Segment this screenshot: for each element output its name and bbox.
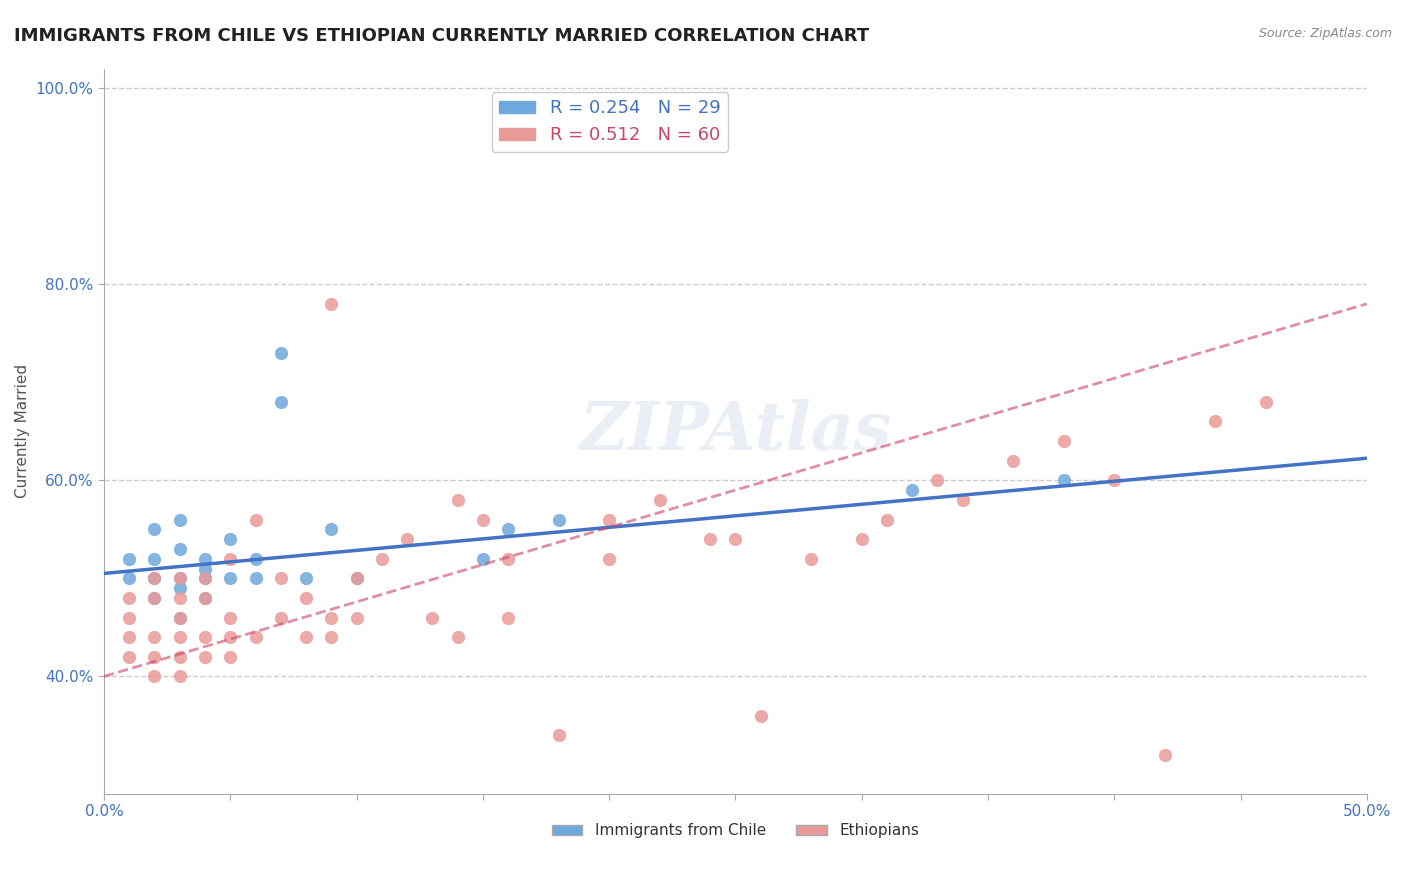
Point [270, 571, 292, 585]
Point [219, 532, 242, 546]
Point [143, 591, 166, 605]
Point [169, 571, 191, 585]
Point [118, 610, 141, 624]
Text: IMMIGRANTS FROM CHILE VS ETHIOPIAN CURRENTLY MARRIED CORRELATION CHART: IMMIGRANTS FROM CHILE VS ETHIOPIAN CURRE… [14, 27, 869, 45]
Point [169, 630, 191, 644]
Point [952, 492, 974, 507]
Point [851, 532, 873, 546]
Point [219, 649, 242, 664]
Point [699, 532, 721, 546]
Point [169, 669, 191, 683]
Point [876, 512, 898, 526]
Point [547, 512, 569, 526]
Point [598, 512, 620, 526]
Point [118, 571, 141, 585]
Point [194, 571, 217, 585]
Point [169, 649, 191, 664]
Point [927, 473, 949, 487]
Point [901, 483, 924, 497]
Point [270, 346, 292, 360]
Point [143, 571, 166, 585]
Point [143, 649, 166, 664]
Point [295, 630, 318, 644]
Point [169, 581, 191, 595]
Point [295, 591, 318, 605]
Point [118, 649, 141, 664]
Point [295, 571, 318, 585]
Point [143, 551, 166, 566]
Point [1102, 473, 1125, 487]
Point [346, 571, 368, 585]
Point [496, 522, 519, 536]
Point [169, 541, 191, 556]
Point [118, 551, 141, 566]
Point [749, 708, 772, 723]
Point [245, 571, 267, 585]
Point [169, 571, 191, 585]
Point [446, 492, 468, 507]
Point [245, 551, 267, 566]
Point [194, 551, 217, 566]
Point [245, 512, 267, 526]
Point [1254, 395, 1277, 409]
Point [169, 610, 191, 624]
Point [143, 522, 166, 536]
Point [1153, 747, 1175, 762]
Point [143, 591, 166, 605]
Point [194, 591, 217, 605]
Text: Source: ZipAtlas.com: Source: ZipAtlas.com [1258, 27, 1392, 40]
Point [143, 630, 166, 644]
Point [245, 630, 267, 644]
Point [724, 532, 747, 546]
Point [1002, 453, 1025, 467]
Point [800, 551, 823, 566]
Point [270, 610, 292, 624]
Point [270, 395, 292, 409]
Point [471, 551, 494, 566]
Point [143, 669, 166, 683]
Point [321, 630, 343, 644]
Point [219, 630, 242, 644]
Point [321, 610, 343, 624]
Point [648, 492, 671, 507]
Point [219, 571, 242, 585]
Point [169, 512, 191, 526]
Point [496, 551, 519, 566]
Point [346, 610, 368, 624]
Point [446, 630, 468, 644]
Point [118, 591, 141, 605]
Point [420, 610, 443, 624]
Point [1204, 414, 1226, 428]
Y-axis label: Currently Married: Currently Married [15, 364, 30, 499]
Point [1053, 473, 1076, 487]
Point [194, 649, 217, 664]
Point [321, 522, 343, 536]
Point [194, 561, 217, 575]
Point [598, 551, 620, 566]
Point [118, 630, 141, 644]
Point [1053, 434, 1076, 448]
Point [547, 728, 569, 742]
Point [194, 571, 217, 585]
Point [346, 571, 368, 585]
Point [169, 591, 191, 605]
Point [169, 610, 191, 624]
Text: ZIPAtlas: ZIPAtlas [579, 399, 891, 464]
Point [194, 630, 217, 644]
Point [321, 297, 343, 311]
Point [219, 610, 242, 624]
Point [471, 512, 494, 526]
Legend: Immigrants from Chile, Ethiopians: Immigrants from Chile, Ethiopians [546, 817, 925, 845]
Point [194, 591, 217, 605]
Point [143, 571, 166, 585]
Point [496, 610, 519, 624]
Point [219, 551, 242, 566]
Point [396, 532, 419, 546]
Point [371, 551, 394, 566]
